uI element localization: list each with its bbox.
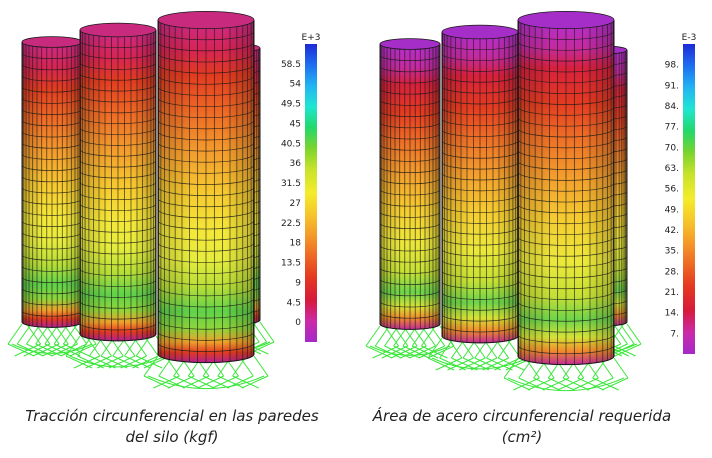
caption-right-line-1: Área de acero circunferencial requerida [372,407,672,425]
legend-right-tick: 77. [665,123,679,133]
legend-right-tick: 63. [665,164,679,174]
legend-left-tick: 13.5 [281,259,301,269]
right-silo-middle-roof [441,24,519,40]
left-silo-middle [65,22,171,369]
right-silo-back-left-roof [379,38,441,50]
legend-right-tick: 7. [670,329,679,339]
right-silo-front-supports [503,357,629,392]
left-silo-back-left-roof [21,36,83,48]
left-silo-middle-mesh [79,30,157,342]
legend-right-tick: 14. [665,309,679,319]
right-silo-back-left-mesh [379,44,441,330]
legend-left-tick: 40.5 [281,139,301,149]
right-silo-middle-mesh [441,32,519,344]
legend-left-tick: 58.5 [281,60,301,70]
right-silo-group [365,10,642,392]
legend-left-tick: 4.5 [287,298,301,308]
legend-right-tick: 91. [665,81,679,91]
legend-left-tick: 45 [290,119,301,129]
legend-left-tick: 31.5 [281,179,301,189]
left-silo-back-left [7,36,97,357]
legend-left-tick: 49.5 [281,100,301,110]
legend-left-tick: 27 [290,199,301,209]
legend-right-tick: 35. [665,247,679,257]
legend-right-exponent: E-3 [682,33,697,43]
left-silo-group [7,10,275,390]
legend-left: E+3 58.5 54 49.5 45 40.5 36 31.5 27 22.5 18 13.5 9 4.… [281,33,321,342]
legend-left-colorbar [305,44,317,342]
right-silo-front-roof [517,10,615,30]
left-silo-front [143,10,269,390]
legend-left-tick: 54 [290,80,302,90]
legend-right-tick: 98. [665,61,679,71]
left-silo-front-mesh [157,20,255,364]
right-silo-back-left [365,38,455,359]
left-silo-front-roof [157,10,255,30]
legend-right-tick: 21. [665,288,679,298]
legend-right: E-3 98. 91. 84. 77. 70. 63. 56. 49. 42. 35. 28. 21. 1… [665,33,697,354]
caption-left: Tracción circunferencial en las paredes … [22,406,322,448]
right-silo-front [503,10,629,392]
legend-left-tick: 36 [290,159,302,169]
legend-left-tick: 22.5 [281,219,301,229]
legend-left-tick: 0 [295,318,301,328]
legend-right-colorbar [683,44,695,354]
legend-right-tick: 49. [665,205,679,215]
caption-left-line-1: Tracción circunferencial en las paredes [25,407,319,425]
legend-left-tick: 18 [290,239,302,249]
right-silo-back-left-supports [365,325,455,359]
legend-left-exponent: E+3 [302,33,321,43]
right-silo-front-mesh [517,20,615,366]
legend-right-tick: 56. [665,185,679,195]
legend-left-tick: 9 [295,278,301,288]
legend-right-tick: 84. [665,102,679,112]
legend-group: E+3 58.5 54 49.5 45 40.5 36 31.5 27 22.5 18 13.5 9 4.… [281,33,696,354]
caption-right-line-2: (cm²) [501,428,543,446]
legend-right-tick: 28. [665,267,679,277]
legend-right-tick: 70. [665,143,679,153]
caption-left-line-2: del silo (kgf) [125,428,219,446]
left-silo-front-supports [143,355,269,390]
right-silo-middle [427,24,533,371]
caption-right: Área de acero circunferencial requerida … [372,406,672,448]
left-silo-middle-roof [79,22,157,38]
left-silo-back-left-mesh [21,42,83,328]
legend-right-tick: 42. [665,226,679,236]
